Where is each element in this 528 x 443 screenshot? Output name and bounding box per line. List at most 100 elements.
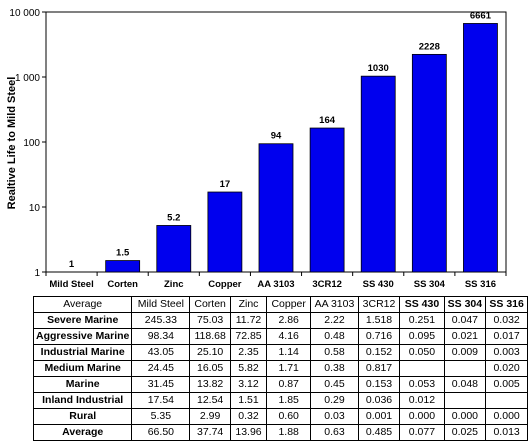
column-header: SS 316 <box>485 296 528 313</box>
table-cell: 0.003 <box>485 344 528 361</box>
table-cell: 11.72 <box>229 312 268 329</box>
table-body: Average Mild Steel Corten Zinc Copper AA 3103… <box>32 296 528 441</box>
table-row: Marine 31.45 13.82 3.12 0.87 0.45 0.153 0.053 0.… <box>32 376 528 393</box>
bar <box>258 143 294 273</box>
row-label: Industrial Marine <box>32 344 133 361</box>
data-label: 164 <box>319 115 336 126</box>
column-header: Average <box>32 296 133 313</box>
column-header: AA 3103 <box>310 296 359 313</box>
table-cell: 1.518 <box>357 312 401 329</box>
table-cell: 17.54 <box>131 392 191 409</box>
table-cell: 37.74 <box>189 424 231 441</box>
relative-life-chart: Realtive Life to Mild Steel 1 10 100 1 000 1… <box>6 8 507 290</box>
table-cell: 0.020 <box>485 360 528 377</box>
bar <box>105 260 141 273</box>
table-cell: 0.000 <box>399 408 445 425</box>
column-header: Copper <box>266 296 312 313</box>
table-cell: 0.077 <box>399 424 445 441</box>
row-label: Average <box>32 424 133 441</box>
table-row: Medium Marine 24.45 16.05 5.82 1.71 0.38 0.817… <box>32 360 528 377</box>
table-cell: 0.60 <box>266 408 312 425</box>
table-cell: 1.14 <box>266 344 312 361</box>
table-cell: 0.009 <box>443 344 487 361</box>
x-tick-label: SS 304 <box>414 279 446 290</box>
table-cell: 0.251 <box>399 312 445 329</box>
data-label: 17 <box>220 179 231 190</box>
table-cell: 0.036 <box>357 392 401 409</box>
row-label: Severe Marine <box>32 312 133 329</box>
table-cell: 0.001 <box>357 408 401 425</box>
row-label: Medium Marine <box>32 360 133 377</box>
table-cell: 2.99 <box>189 408 231 425</box>
column-header: SS 304 <box>443 296 487 313</box>
bar <box>463 23 498 273</box>
data-label: 94 <box>271 131 282 142</box>
table-row: Inland Industrial 17.54 12.54 1.51 1.85 0.29 0… <box>32 392 528 409</box>
table-cell: 0.053 <box>399 376 445 393</box>
table-cell: 0.012 <box>399 392 445 409</box>
table-cell: 72.85 <box>229 328 268 345</box>
table-row: Severe Marine 245.33 75.03 11.72 2.86 2.22 1.5… <box>32 312 528 329</box>
data-label: 1 <box>69 259 75 270</box>
table-cell: 0.58 <box>310 344 359 361</box>
x-tick-label: Corten <box>107 279 138 290</box>
y-tick-label: 1 000 <box>15 73 40 84</box>
table-cell: 0.03 <box>310 408 359 425</box>
x-tick-label: Zinc <box>164 279 184 290</box>
table-cell: 25.10 <box>189 344 231 361</box>
table-cell <box>443 360 487 377</box>
y-axis-label: Realtive Life to Mild Steel <box>6 77 18 210</box>
row-label: Inland Industrial <box>32 392 133 409</box>
y-tick-label: 100 <box>23 138 40 149</box>
data-label: 1030 <box>368 63 389 74</box>
table-cell: 245.33 <box>131 312 191 329</box>
bar <box>207 191 243 273</box>
table-cell: 66.50 <box>131 424 191 441</box>
table-cell: 75.03 <box>189 312 231 329</box>
table-cell: 0.000 <box>443 408 487 425</box>
table-cell: 16.05 <box>189 360 231 377</box>
corrosion-rate-table: Average Mild Steel Corten Zinc Copper AA 3103… <box>32 296 528 441</box>
table-cell: 98.34 <box>131 328 191 345</box>
x-tick-label: Copper <box>208 279 242 290</box>
bar <box>156 225 192 273</box>
data-label: 1.5 <box>116 248 130 259</box>
y-tick-label: 10 <box>29 203 41 214</box>
bar <box>360 75 396 273</box>
row-label: Marine <box>32 376 133 393</box>
table-cell: 0.38 <box>310 360 359 377</box>
x-tick-label: SS 430 <box>363 279 394 290</box>
x-tick-label: Mild Steel <box>49 279 93 290</box>
table-cell: 24.45 <box>131 360 191 377</box>
table-row: Rural 5.35 2.99 0.32 0.60 0.03 0.001 0.000 0.000… <box>32 408 528 425</box>
column-header: Corten <box>189 296 231 313</box>
table-row: Industrial Marine 43.05 25.10 2.35 1.14 0.58 0… <box>32 344 528 361</box>
table-cell: 0.716 <box>357 328 401 345</box>
table-cell: 0.017 <box>485 328 528 345</box>
y-tick-label: 10 000 <box>9 8 40 19</box>
table-row: Aggressive Marine 98.34 118.68 72.85 4.16 0.4… <box>32 328 528 345</box>
table-cell <box>443 392 487 409</box>
table-cell: 0.63 <box>310 424 359 441</box>
table-cell: 13.96 <box>229 424 268 441</box>
table-cell: 0.025 <box>443 424 487 441</box>
y-axis-title-group: Realtive Life to Mild Steel <box>6 77 18 210</box>
table-cell: 2.86 <box>266 312 312 329</box>
y-tick-label: 1 <box>34 268 40 279</box>
table-cell: 1.85 <box>266 392 312 409</box>
table-cell <box>485 392 528 409</box>
table-cell: 43.05 <box>131 344 191 361</box>
x-tick-label: 3CR12 <box>312 279 342 290</box>
table-cell: 31.45 <box>131 376 191 393</box>
table-cell: 2.22 <box>310 312 359 329</box>
table-cell: 3.12 <box>229 376 268 393</box>
bar <box>309 127 345 273</box>
column-header: 3CR12 <box>357 296 401 313</box>
table-cell: 0.153 <box>357 376 401 393</box>
table-cell: 0.152 <box>357 344 401 361</box>
table-cell: 1.51 <box>229 392 268 409</box>
column-header: SS 430 <box>399 296 445 313</box>
row-label: Aggressive Marine <box>32 328 133 345</box>
table-cell: 0.032 <box>485 312 528 329</box>
x-tick-label: SS 316 <box>465 279 496 290</box>
